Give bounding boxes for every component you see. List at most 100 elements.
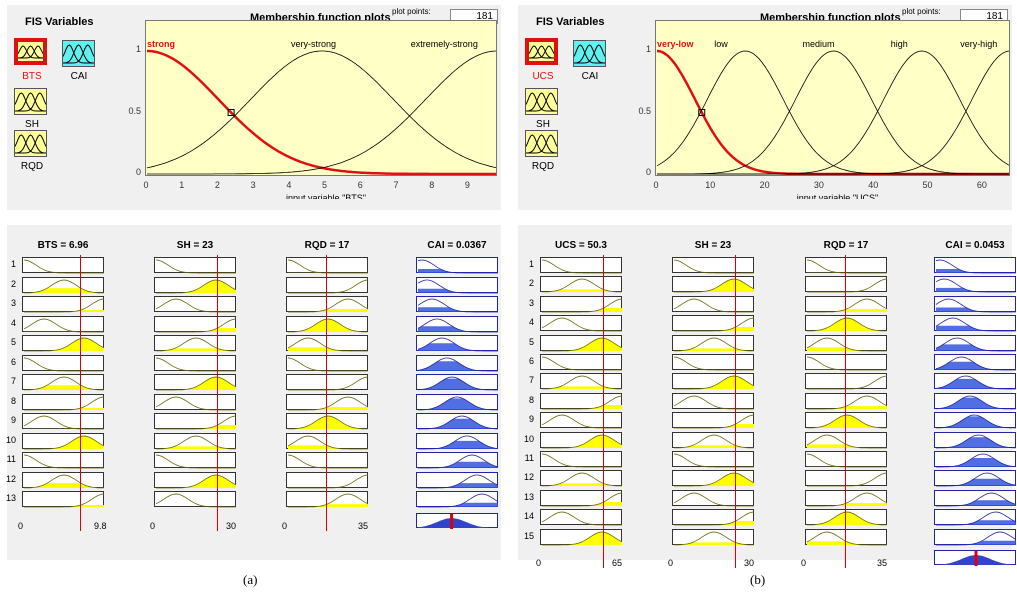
rule-output-cell[interactable] <box>416 296 498 313</box>
rule-input-cell[interactable] <box>672 295 754 313</box>
rule-output-cell[interactable] <box>416 276 498 293</box>
aggregate-output[interactable] <box>416 512 498 529</box>
rule-input-cell[interactable] <box>672 392 754 410</box>
rule-input-cell[interactable] <box>540 392 623 410</box>
rule-output-cell[interactable] <box>934 315 1016 332</box>
rule-output-cell[interactable] <box>416 452 499 469</box>
rule-input-cell[interactable] <box>22 374 104 391</box>
rule-input-cell[interactable] <box>540 470 622 487</box>
rule-input-cell[interactable] <box>540 412 622 429</box>
mf-label-very-high[interactable]: very-high <box>960 39 998 49</box>
input-cursor-0[interactable] <box>80 255 82 531</box>
rule-output-cell[interactable] <box>416 315 498 332</box>
rule-output-cell[interactable] <box>934 295 1016 313</box>
rule-output-cell[interactable] <box>934 470 1017 487</box>
mf-label-low[interactable]: low <box>714 39 728 49</box>
rule-output-cell[interactable] <box>934 373 1016 390</box>
rule-input-cell[interactable] <box>540 315 622 332</box>
input-cursor-1[interactable] <box>735 255 737 568</box>
rule-output-cell[interactable] <box>416 335 498 352</box>
rule-input-cell[interactable] <box>154 491 236 508</box>
rule-input-cell[interactable] <box>540 334 623 351</box>
output-var-cai[interactable] <box>62 40 95 67</box>
rule-input-cell[interactable] <box>154 471 237 488</box>
rule-input-cell[interactable] <box>540 373 622 390</box>
rule-input-cell[interactable] <box>22 491 105 508</box>
rule-input-cell[interactable] <box>154 374 237 391</box>
mf-label-medium[interactable]: medium <box>802 39 835 49</box>
rule-input-cell[interactable] <box>540 295 623 313</box>
rule-output-cell[interactable] <box>934 334 1016 351</box>
rule-input-cell[interactable] <box>672 315 755 332</box>
rule-input-cell[interactable] <box>540 528 623 545</box>
rule-input-cell[interactable] <box>22 413 104 430</box>
rule-input-cell[interactable] <box>672 276 755 293</box>
input-cursor-0[interactable] <box>603 255 605 568</box>
rule-output-cell[interactable] <box>934 392 1016 410</box>
input-var-sh[interactable] <box>525 88 558 115</box>
rule-input-cell[interactable] <box>540 354 622 371</box>
rule-input-cell[interactable] <box>540 451 622 468</box>
rule-input-cell[interactable] <box>22 276 104 293</box>
rule-input-cell[interactable] <box>154 452 236 469</box>
input-cursor-2[interactable] <box>845 255 847 568</box>
rule-input-cell[interactable] <box>154 413 237 430</box>
rule-output-cell[interactable] <box>934 509 1017 526</box>
rule-input-cell[interactable] <box>154 393 236 410</box>
rule-output-cell[interactable] <box>934 528 1017 545</box>
rule-input-cell[interactable] <box>540 509 622 526</box>
rule-output-cell[interactable] <box>416 413 499 430</box>
rule-input-cell[interactable] <box>22 452 104 469</box>
input-var-bts[interactable] <box>14 38 47 65</box>
input-cursor-1[interactable] <box>217 255 219 531</box>
mf-plot-area[interactable] <box>655 20 1010 176</box>
rule-input-cell[interactable] <box>22 257 104 274</box>
mf-label-very-low[interactable]: very-low <box>657 39 694 49</box>
rule-input-cell[interactable] <box>672 528 754 545</box>
rule-input-cell[interactable] <box>154 335 236 352</box>
rule-input-cell[interactable] <box>672 489 754 507</box>
mf-label-strong[interactable]: strong <box>147 39 175 49</box>
rule-input-cell[interactable] <box>672 451 754 468</box>
rule-output-cell[interactable] <box>416 491 499 508</box>
rule-input-cell[interactable] <box>154 276 237 293</box>
rule-output-cell[interactable] <box>416 374 498 391</box>
mf-label-extremely-strong[interactable]: extremely-strong <box>410 39 478 49</box>
rule-input-cell[interactable] <box>540 276 622 293</box>
input-var-sh[interactable] <box>14 88 47 115</box>
input-var-rqd[interactable] <box>525 130 558 157</box>
rule-input-cell[interactable] <box>154 315 237 332</box>
rule-input-cell[interactable] <box>672 431 754 448</box>
mf-label-high[interactable]: high <box>890 39 908 49</box>
rule-input-cell[interactable] <box>540 431 623 448</box>
rule-output-cell[interactable] <box>934 412 1017 429</box>
input-var-ucs[interactable] <box>525 38 558 65</box>
rule-input-cell[interactable] <box>22 354 104 371</box>
rule-output-cell[interactable] <box>934 489 1017 507</box>
rule-output-cell[interactable] <box>416 471 499 488</box>
rule-output-cell[interactable] <box>416 257 498 274</box>
rule-output-cell[interactable] <box>934 451 1017 468</box>
rule-input-cell[interactable] <box>540 257 622 274</box>
rule-input-cell[interactable] <box>22 432 105 449</box>
rule-input-cell[interactable] <box>672 412 755 429</box>
rule-output-cell[interactable] <box>934 257 1016 274</box>
rule-input-cell[interactable] <box>22 335 105 352</box>
rule-output-cell[interactable] <box>934 354 1016 371</box>
rule-input-cell[interactable] <box>672 257 754 274</box>
rule-input-cell[interactable] <box>22 315 104 332</box>
rule-input-cell[interactable] <box>22 393 105 410</box>
mf-label-very-strong[interactable]: very-strong <box>291 39 337 49</box>
aggregate-output[interactable] <box>934 550 1016 566</box>
rule-output-cell[interactable] <box>416 393 499 410</box>
rule-input-cell[interactable] <box>154 354 236 371</box>
rule-input-cell[interactable] <box>672 334 754 351</box>
output-var-cai[interactable] <box>573 40 606 67</box>
rule-output-cell[interactable] <box>416 432 499 449</box>
input-var-rqd[interactable] <box>14 130 47 157</box>
rule-input-cell[interactable] <box>672 354 754 371</box>
rule-input-cell[interactable] <box>22 296 105 313</box>
rule-input-cell[interactable] <box>540 489 623 507</box>
rule-input-cell[interactable] <box>154 432 236 449</box>
rule-input-cell[interactable] <box>672 470 755 487</box>
